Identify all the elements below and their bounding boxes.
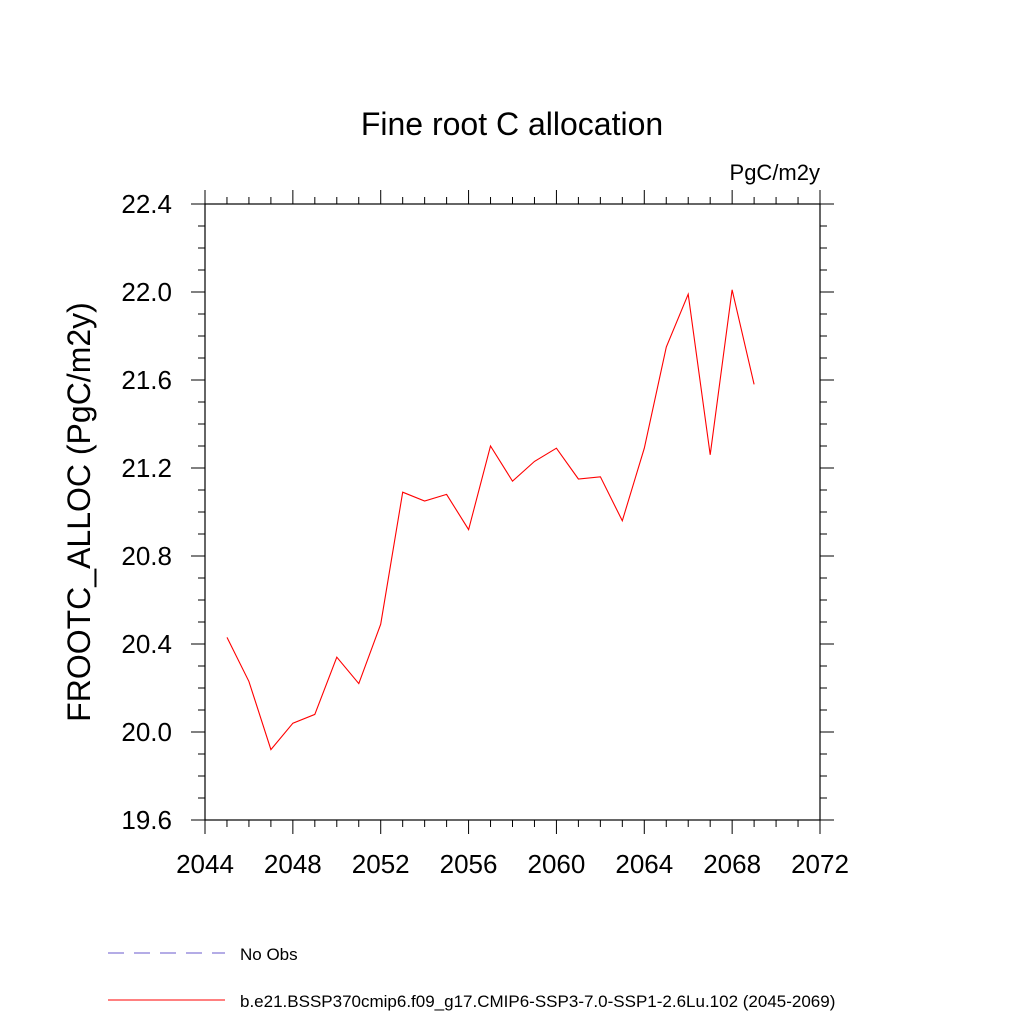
y-tick-label: 21.2 [121,453,172,483]
axis-ticks [191,190,834,834]
x-tick-label: 2064 [615,849,673,879]
legend-label-0: No Obs [240,945,298,964]
series-line-0 [226,289,755,751]
y-tick-label: 19.6 [121,805,172,835]
chart-title: Fine root C allocation [361,106,663,142]
series-layer [226,289,755,751]
x-tick-label: 2072 [791,849,849,879]
y-axis-label: FROOTC_ALLOC (PgC/m2y) [61,302,97,722]
x-tick-label: 2068 [703,849,761,879]
x-tick-label: 2060 [528,849,586,879]
legend-label-1: b.e21.BSSP370cmip6.f09_g17.CMIP6-SSP3-7.… [240,992,835,1011]
plot-frame [204,203,821,821]
x-tick-label: 2056 [440,849,498,879]
tick-labels: 2044 2048 2052 2056 2060 2064 2068 2072 19.6 20.0… [121,189,849,879]
x-tick-label: 2048 [264,849,322,879]
x-tick-label: 2044 [176,849,234,879]
legend: No Obs b.e21.BSSP370cmip6.f09_g17.CMIP6-S… [108,945,835,1011]
y-tick-label: 20.0 [121,717,172,747]
y-tick-label: 20.4 [121,629,172,659]
y-tick-label: 22.4 [121,189,172,219]
units-label: PgC/m2y [730,160,820,185]
x-tick-label: 2052 [352,849,410,879]
y-tick-label: 21.6 [121,365,172,395]
y-tick-label: 20.8 [121,541,172,571]
y-tick-label: 22.0 [121,277,172,307]
